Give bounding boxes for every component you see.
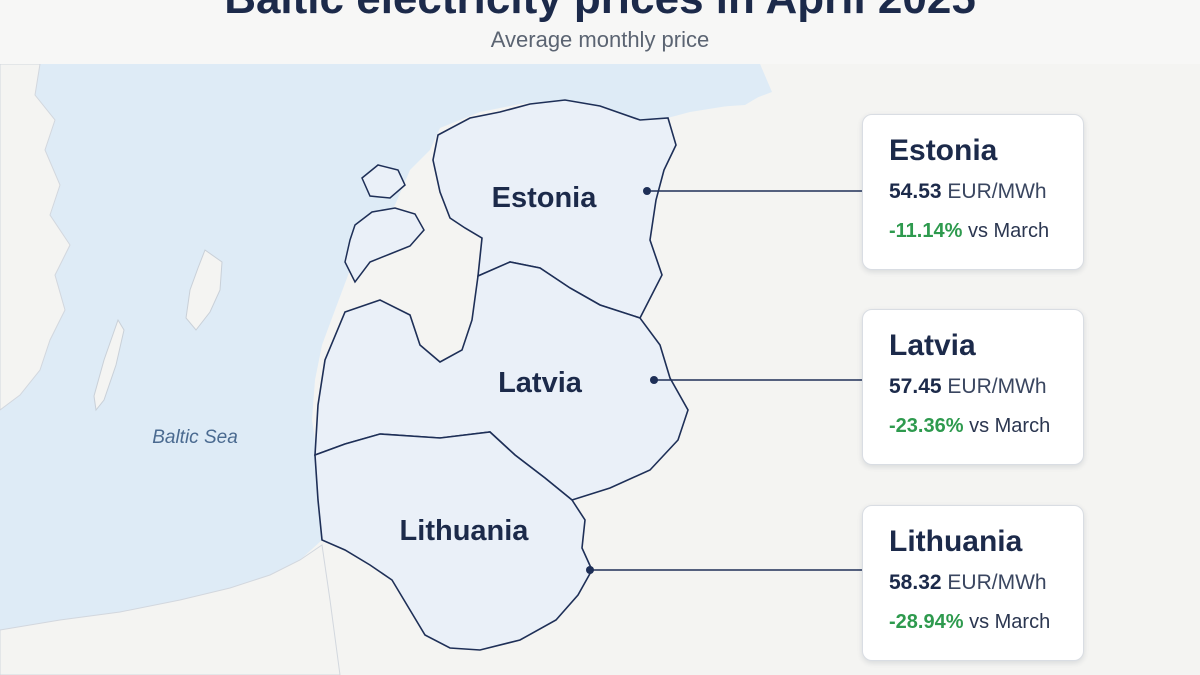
- region-estonia[interactable]: [432, 99, 677, 319]
- gulf-of-finland: [600, 64, 772, 120]
- card-country: Lithuania: [889, 525, 1023, 558]
- card-change: -23.36%: [889, 415, 964, 437]
- card-price-row: 58.32 EUR/MWh: [889, 570, 1083, 596]
- card-change-row: -11.14% vs March: [889, 219, 1083, 243]
- gotland: [185, 249, 223, 331]
- saaremaa: [344, 207, 425, 284]
- card-comparison: vs March: [967, 220, 1050, 242]
- header: Baltic electricity prices in April 2025 …: [0, 0, 1200, 64]
- card-country: Estonia: [889, 134, 998, 167]
- card-price-row: 54.53 EUR/MWh: [889, 179, 1083, 205]
- region-label-estonia: Estonia: [492, 182, 598, 214]
- card-country: Latvia: [889, 329, 976, 362]
- leader-dot-lithuania: [586, 566, 594, 574]
- price-card-latvia: Latvia 57.45 EUR/MWh -23.36% vs March: [862, 309, 1084, 465]
- card-unit: EUR/MWh: [947, 180, 1047, 203]
- region-label-latvia: Latvia: [498, 367, 583, 399]
- leader-dot-estonia: [643, 187, 651, 195]
- oland: [93, 318, 125, 412]
- region-label-lithuania: Lithuania: [400, 515, 530, 547]
- sweden-coast: [0, 63, 71, 411]
- card-unit: EUR/MWh: [947, 375, 1047, 398]
- leader-dot-latvia: [650, 376, 658, 384]
- card-change-row: -23.36% vs March: [889, 414, 1083, 438]
- hiiumaa: [361, 164, 406, 199]
- sea-label: Baltic Sea: [152, 427, 238, 448]
- card-comparison: vs March: [969, 611, 1051, 633]
- card-price: 58.32: [889, 571, 942, 594]
- baltic-sea: [0, 64, 770, 630]
- card-change-row: -28.94% vs March: [889, 610, 1083, 634]
- card-price: 57.45: [889, 375, 942, 398]
- page-subtitle: Average monthly price: [490, 27, 710, 52]
- page-title: Baltic electricity prices in April 2025: [0, 0, 1200, 24]
- south-land: [0, 544, 341, 675]
- card-price: 54.53: [889, 180, 942, 203]
- price-card-lithuania: Lithuania 58.32 EUR/MWh -28.94% vs March: [862, 505, 1084, 661]
- card-change: -28.94%: [889, 611, 964, 633]
- price-card-estonia: Estonia 54.53 EUR/MWh -11.14% vs March: [862, 114, 1084, 270]
- card-change: -11.14%: [889, 220, 963, 242]
- region-lithuania[interactable]: [314, 431, 593, 651]
- card-unit: EUR/MWh: [947, 571, 1047, 594]
- card-comparison: vs March: [969, 415, 1051, 437]
- card-price-row: 57.45 EUR/MWh: [889, 374, 1083, 400]
